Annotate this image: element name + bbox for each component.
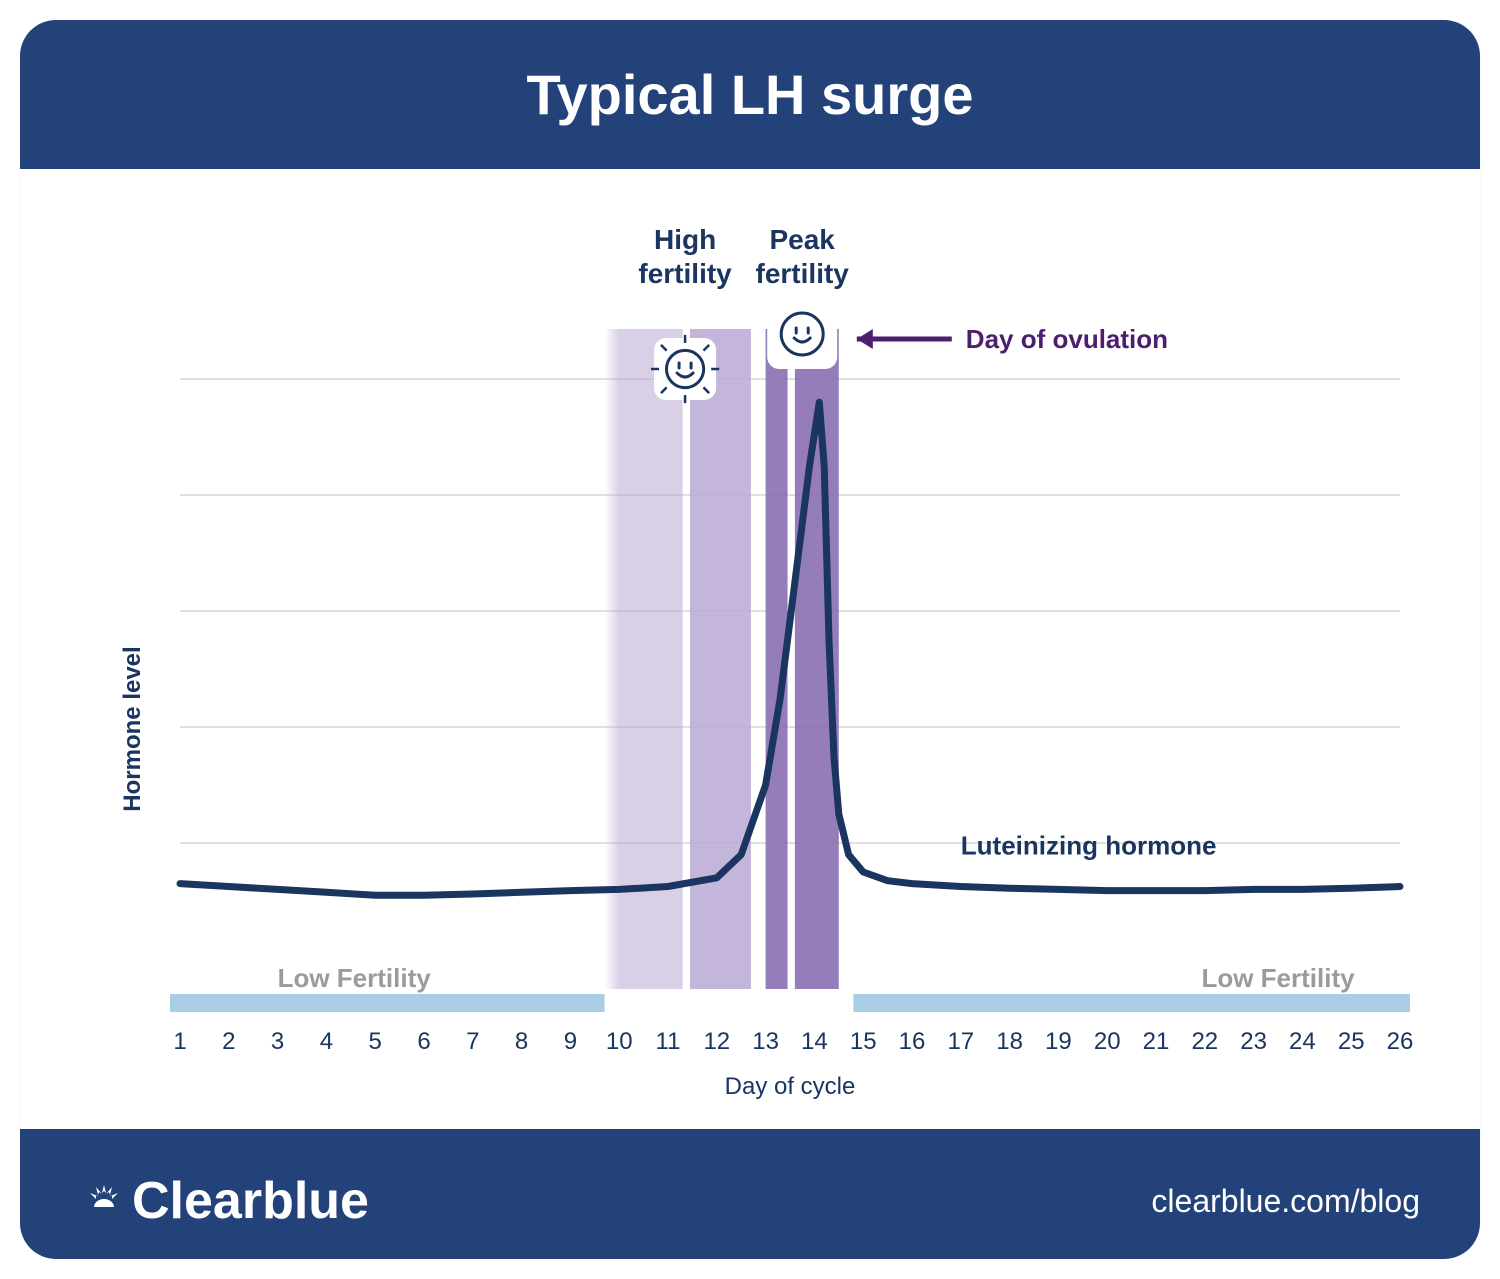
- svg-text:18: 18: [996, 1028, 1023, 1055]
- brand-icon: [80, 1177, 128, 1225]
- brand-logo: Clearblue: [80, 1171, 369, 1231]
- svg-text:20: 20: [1094, 1028, 1121, 1055]
- header-bar: Typical LH surge: [20, 20, 1480, 169]
- svg-text:Day of cycle: Day of cycle: [725, 1073, 856, 1099]
- svg-text:5: 5: [369, 1028, 382, 1055]
- svg-text:Peak: Peak: [769, 224, 835, 255]
- svg-text:15: 15: [850, 1028, 877, 1055]
- svg-text:26: 26: [1387, 1028, 1414, 1055]
- svg-text:7: 7: [466, 1028, 479, 1055]
- svg-text:4: 4: [320, 1028, 333, 1055]
- svg-text:17: 17: [947, 1028, 974, 1055]
- svg-text:High: High: [654, 224, 716, 255]
- svg-text:13: 13: [752, 1028, 779, 1055]
- lh-chart-svg: 1234567891011121314151617181920212223242…: [120, 199, 1420, 1099]
- svg-text:fertility: fertility: [638, 258, 732, 289]
- svg-text:fertility: fertility: [756, 258, 850, 289]
- chart-area: 1234567891011121314151617181920212223242…: [20, 169, 1480, 1129]
- svg-text:14: 14: [801, 1028, 828, 1055]
- svg-text:Luteinizing hormone: Luteinizing hormone: [961, 831, 1217, 861]
- svg-text:22: 22: [1191, 1028, 1218, 1055]
- svg-text:9: 9: [564, 1028, 577, 1055]
- footer-bar: Clearblue clearblue.com/blog: [20, 1129, 1480, 1259]
- svg-text:Day of ovulation: Day of ovulation: [966, 324, 1168, 354]
- svg-text:23: 23: [1240, 1028, 1267, 1055]
- svg-text:Low Fertility: Low Fertility: [1201, 963, 1355, 993]
- svg-text:Low Fertility: Low Fertility: [278, 963, 432, 993]
- svg-text:19: 19: [1045, 1028, 1072, 1055]
- svg-text:12: 12: [703, 1028, 730, 1055]
- brand-text: Clearblue: [132, 1171, 369, 1231]
- svg-text:2: 2: [222, 1028, 235, 1055]
- svg-text:Hormone level: Hormone level: [120, 646, 146, 811]
- svg-text:1: 1: [173, 1028, 186, 1055]
- svg-text:6: 6: [417, 1028, 430, 1055]
- svg-text:24: 24: [1289, 1028, 1316, 1055]
- svg-text:21: 21: [1143, 1028, 1170, 1055]
- svg-text:10: 10: [606, 1028, 633, 1055]
- svg-text:11: 11: [656, 1028, 681, 1055]
- svg-text:8: 8: [515, 1028, 528, 1055]
- svg-text:25: 25: [1338, 1028, 1365, 1055]
- svg-text:3: 3: [271, 1028, 284, 1055]
- chart-card: Typical LH surge 12345678910111213141516…: [20, 20, 1480, 1259]
- svg-text:16: 16: [899, 1028, 926, 1055]
- footer-url: clearblue.com/blog: [1151, 1183, 1420, 1220]
- chart-title: Typical LH surge: [20, 62, 1480, 127]
